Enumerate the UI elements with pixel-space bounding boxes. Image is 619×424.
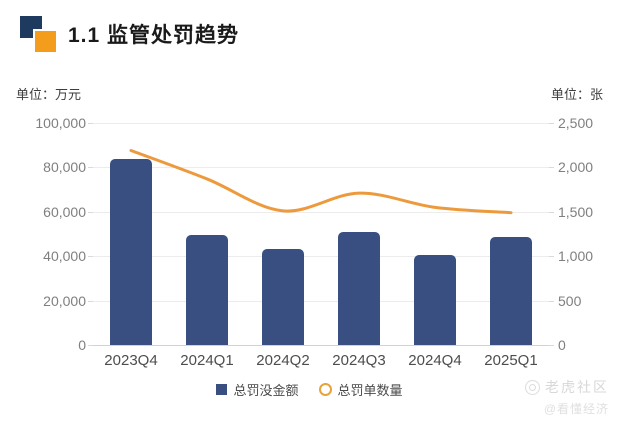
x-axis-label: 2024Q4 xyxy=(408,352,462,369)
bar xyxy=(110,158,152,345)
logo-orange-square xyxy=(33,29,58,54)
y-axis-tick-label-right: 1,500 xyxy=(558,203,594,220)
y-axis-tick-label-right: 500 xyxy=(558,292,582,309)
bar xyxy=(186,234,228,345)
chart-legend: 总罚没金额 总罚单数量 xyxy=(0,380,619,399)
right-axis-tick xyxy=(549,256,554,258)
bar xyxy=(414,255,456,345)
x-axis-label: 2024Q3 xyxy=(332,352,386,369)
x-axis-label: 2024Q2 xyxy=(256,352,310,369)
y-axis-tick-label-left: 40,000 xyxy=(43,248,86,265)
right-axis-tick xyxy=(549,345,554,346)
legend-item-line-series[interactable]: 总罚单数量 xyxy=(318,380,403,399)
y-axis-tick-label-right: 0 xyxy=(558,337,566,353)
right-axis-tick xyxy=(549,300,554,302)
y-axis-tick-label-left: 0 xyxy=(78,337,86,353)
left-axis-tick xyxy=(88,123,93,124)
line-series-swatch-icon xyxy=(318,383,332,396)
y-axis-tick-label-left: 20,000 xyxy=(43,292,86,309)
legend-line-label: 总罚单数量 xyxy=(337,383,403,398)
chart-header: 1.1 监管处罚趋势 xyxy=(20,15,240,54)
legend-bar-label: 总罚没金额 xyxy=(233,383,299,398)
x-axis-label: 2024Q1 xyxy=(180,352,234,369)
y-axis-tick-label-left: 80,000 xyxy=(43,159,86,176)
right-axis-tick xyxy=(549,211,554,213)
bar-series-swatch-icon xyxy=(216,384,228,395)
y-axis-tick-label-right: 1,000 xyxy=(558,248,594,265)
left-axis-tick xyxy=(88,167,93,169)
bar xyxy=(262,249,304,345)
y-axis-tick-label-right: 2,000 xyxy=(558,159,594,176)
tiger-community-logo-icon xyxy=(525,379,540,395)
gridline xyxy=(93,123,549,124)
watermark-handle: @看懂经济 xyxy=(543,402,609,416)
left-axis-tick xyxy=(88,256,93,258)
gridline xyxy=(93,211,549,213)
page-title: 1.1 监管处罚趋势 xyxy=(68,24,240,47)
bar xyxy=(490,236,532,345)
right-axis-tick xyxy=(549,123,554,124)
trend-line xyxy=(129,149,513,215)
bar xyxy=(338,232,380,345)
watermark-community-text: 老虎社区 xyxy=(545,379,609,395)
y-axis-tick-label-left: 60,000 xyxy=(43,203,86,220)
watermark-community: 老虎社区 xyxy=(525,377,609,397)
gridline xyxy=(93,345,549,346)
x-axis-label: 2025Q1 xyxy=(484,352,538,369)
right-axis-tick xyxy=(549,167,554,169)
gridline xyxy=(93,167,549,169)
left-axis-tick xyxy=(88,300,93,302)
legend-item-bar-series[interactable]: 总罚没金额 xyxy=(216,380,299,399)
gridline xyxy=(93,300,549,302)
left-axis-unit-label: 单位：万元 xyxy=(16,87,82,102)
watermark: 老虎社区 @看懂经济 xyxy=(525,377,609,417)
left-axis-tick xyxy=(88,211,93,213)
x-axis-label: 2023Q4 xyxy=(104,352,158,369)
gridline xyxy=(93,256,549,258)
y-axis-tick-label-left: 100,000 xyxy=(35,115,86,131)
brand-logo-icon xyxy=(20,15,58,54)
y-axis-tick-label-right: 2,500 xyxy=(558,115,594,131)
left-axis-tick xyxy=(88,345,93,346)
right-axis-unit-label: 单位：张 xyxy=(550,87,603,102)
